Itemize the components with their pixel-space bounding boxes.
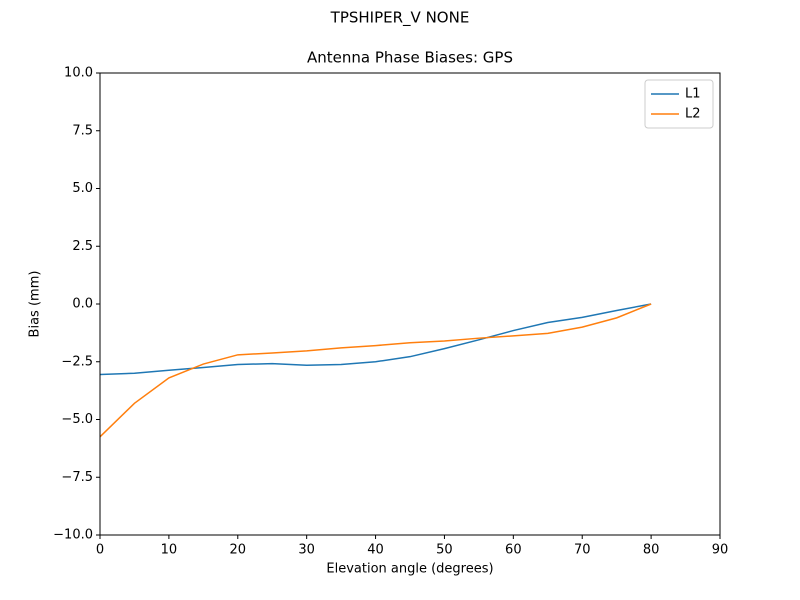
- y-tick-label: −10.0: [53, 528, 93, 543]
- legend-label: L2: [685, 107, 701, 122]
- suptitle: TPSHIPER_V NONE: [330, 9, 470, 28]
- x-tick-label: 60: [505, 543, 522, 558]
- y-tick-label: −2.5: [61, 354, 93, 369]
- x-tick-label: 0: [96, 543, 104, 558]
- y-tick-label: 5.0: [72, 181, 93, 196]
- x-axis-label: Elevation angle (degrees): [326, 562, 493, 577]
- y-axis-label: Bias (mm): [28, 271, 43, 338]
- y-tick-label: −7.5: [61, 470, 93, 485]
- y-tick-label: −5.0: [61, 412, 93, 427]
- legend-label: L1: [685, 87, 701, 102]
- y-tick-label: 10.0: [64, 66, 93, 81]
- y-tick-label: 0.0: [72, 297, 93, 312]
- x-tick-label: 10: [161, 543, 178, 558]
- x-tick-label: 20: [230, 543, 247, 558]
- x-tick-label: 90: [712, 543, 729, 558]
- line-series: [99, 303, 652, 438]
- chart-title: Antenna Phase Biases: GPS: [307, 49, 513, 67]
- x-tick-label: 40: [367, 543, 384, 558]
- line-series: [99, 303, 652, 376]
- x-tick-label: 30: [298, 543, 315, 558]
- x-tick-label: 70: [574, 543, 591, 558]
- x-tick-label: 50: [436, 543, 453, 558]
- x-tick-label: 80: [643, 543, 660, 558]
- y-tick-label: 7.5: [72, 123, 93, 138]
- plot-frame: [99, 72, 721, 536]
- y-tick-label: 2.5: [72, 239, 93, 254]
- legend-box: [644, 79, 714, 129]
